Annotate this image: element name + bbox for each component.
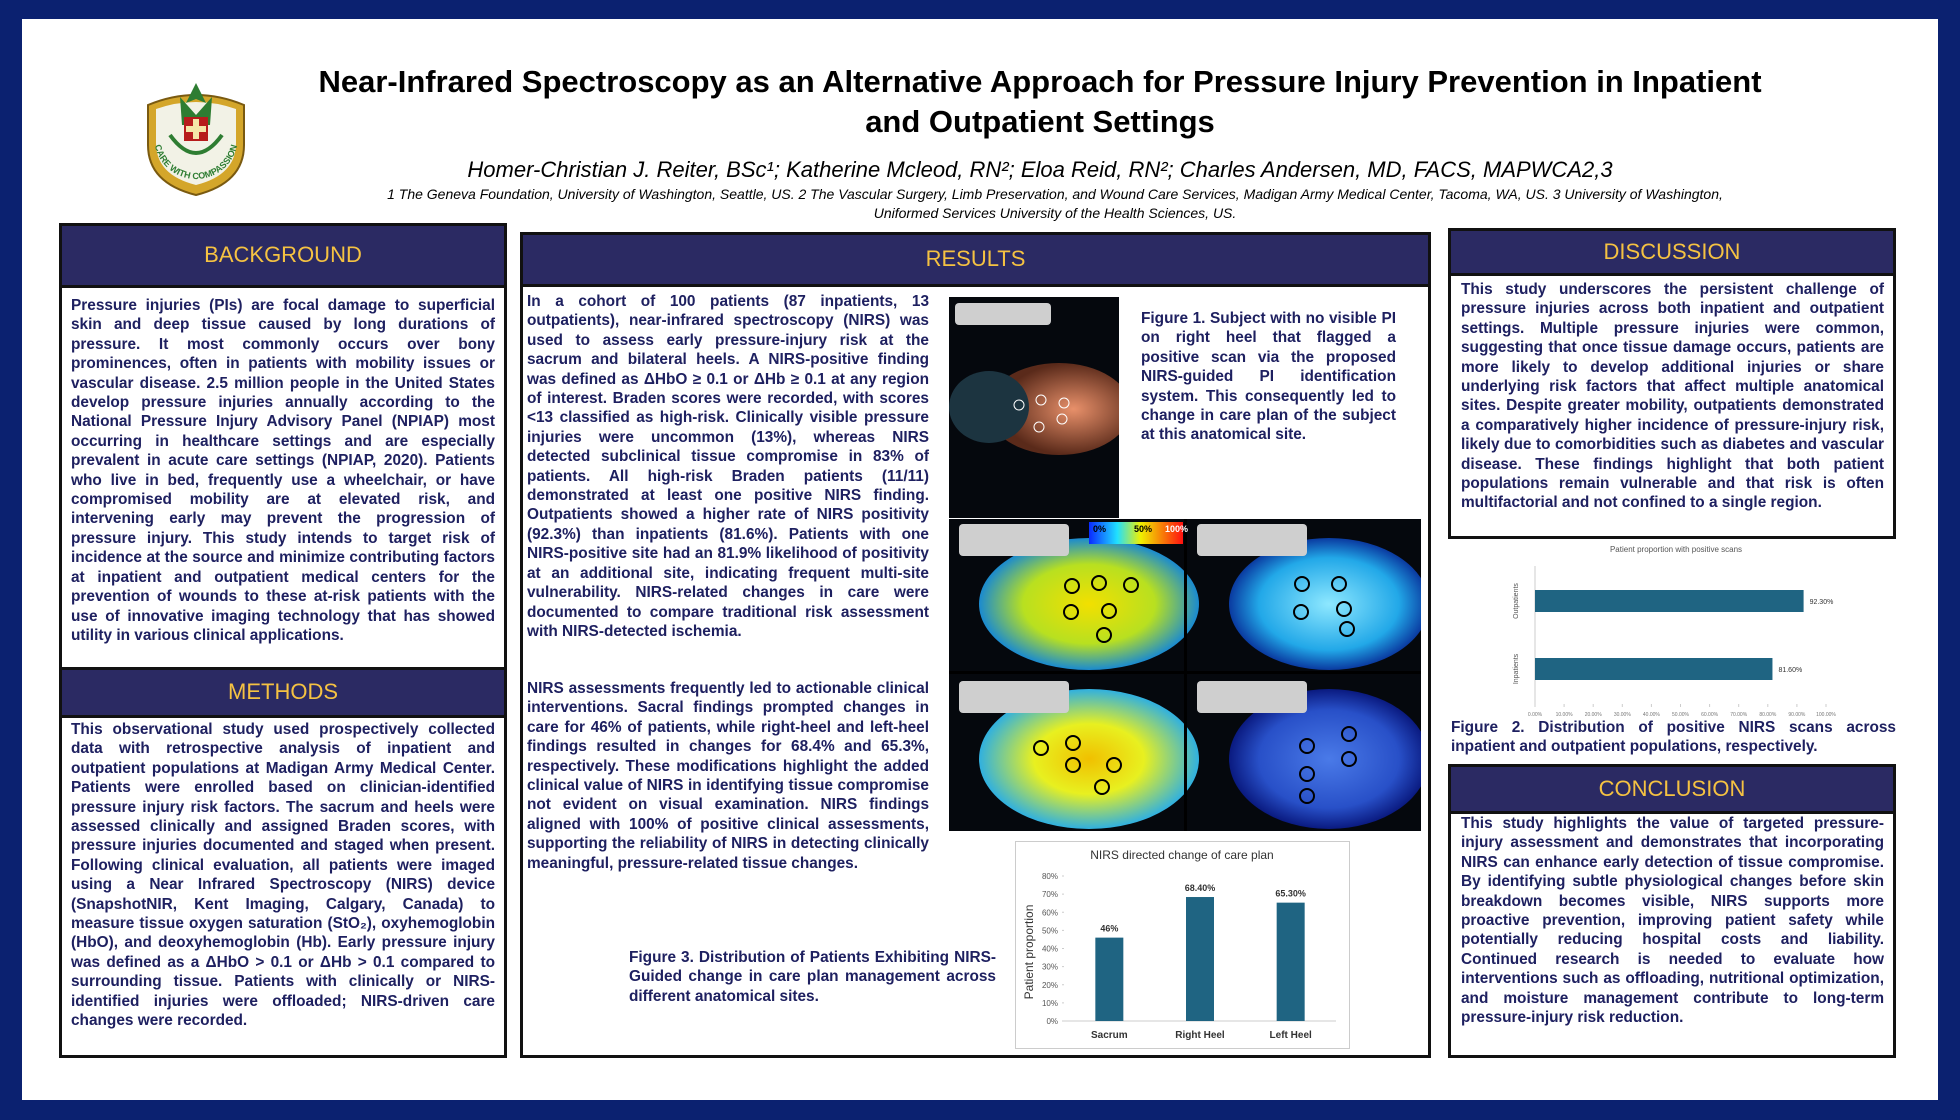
bar <box>1535 590 1804 612</box>
chart-title: Patient proportion with positive scans <box>1610 545 1742 554</box>
heatmap-scale-label: 100% <box>1165 524 1189 534</box>
section-heading: METHODS <box>62 670 504 718</box>
background-text: Pressure injuries (PIs) are focal damage… <box>71 297 495 644</box>
y-tick-label: 80% <box>1042 872 1058 881</box>
section-heading: RESULTS <box>523 235 1428 287</box>
discussion-section: DISCUSSION <box>1448 228 1896 539</box>
figure2-caption: Figure 2. Distribution of positive NIRS … <box>1451 719 1896 756</box>
figure1-photo <box>949 297 1119 518</box>
results-paragraph: NIRS assessments frequently led to actio… <box>527 680 929 872</box>
logo: CARE WITH COMPASSION <box>147 83 245 197</box>
y-tick-label: Outpatients <box>1513 583 1520 619</box>
x-tick-label: Left Heel <box>1270 1030 1312 1041</box>
bar <box>1276 902 1305 1021</box>
figure1-caption: Figure 1. Subject with no visible PI on … <box>1141 310 1396 444</box>
x-tick-label: 50.00% <box>1672 712 1690 718</box>
conclusion-text: This study highlights the value of targe… <box>1461 815 1884 1027</box>
authors: Homer-Christian J. Reiter, BSc¹; Katheri… <box>467 157 1613 182</box>
methods-section: METHODS <box>59 667 507 1058</box>
value-label: 46% <box>1100 924 1118 934</box>
chart-title: NIRS directed change of care plan <box>1090 848 1273 862</box>
conclusion-section: CONCLUSION <box>1448 764 1896 1058</box>
results-paragraph: In a cohort of 100 patients (87 inpatien… <box>527 293 929 640</box>
value-label: 65.30% <box>1275 889 1306 899</box>
value-label: 92.30% <box>1810 599 1834 606</box>
figure2-chart: Patient proportion with positive scans 0… <box>1513 545 1836 718</box>
x-tick-label: 10.00% <box>1556 712 1574 718</box>
x-tick-label: Sacrum <box>1091 1030 1128 1041</box>
y-tick-label: 40% <box>1042 945 1058 954</box>
y-tick-label: 50% <box>1042 926 1058 935</box>
x-tick-label: Right Heel <box>1175 1030 1225 1041</box>
y-tick-label: 0% <box>1046 1017 1058 1026</box>
bar <box>1186 897 1214 1021</box>
y-tick-label: 20% <box>1042 981 1058 990</box>
y-tick-label: 60% <box>1042 908 1058 917</box>
methods-text: This observational study used prospectiv… <box>71 721 495 1030</box>
x-tick-label: 20.00% <box>1585 712 1603 718</box>
heatmap-art <box>949 519 1421 831</box>
bar <box>1095 937 1124 1021</box>
y-tick-label: 30% <box>1042 963 1058 972</box>
y-tick-label: 10% <box>1042 999 1058 1008</box>
section-heading: DISCUSSION <box>1451 231 1893 276</box>
section-heading: BACKGROUND <box>62 226 504 288</box>
figure3-chart: NIRS directed change of care plan Patien… <box>1015 841 1350 1049</box>
bar <box>1535 658 1773 680</box>
x-tick-label: 0.00% <box>1528 712 1543 718</box>
heatmap-scale-label: 0% <box>1093 524 1107 534</box>
value-label: 81.60% <box>1778 667 1802 674</box>
x-tick-label: 90.00% <box>1788 712 1806 718</box>
discussion-text: This study underscores the persistent ch… <box>1461 281 1884 512</box>
x-tick-label: 60.00% <box>1701 712 1719 718</box>
x-tick-label: 100.00% <box>1816 712 1836 718</box>
photo-art <box>949 303 1119 455</box>
heatmap-panel <box>949 519 1421 831</box>
x-tick-label: 30.00% <box>1614 712 1632 718</box>
affiliations: 1 The Geneva Foundation, University of W… <box>387 186 1723 221</box>
y-tick-label: 70% <box>1042 890 1058 899</box>
y-tick-label: Inpatients <box>1513 653 1520 684</box>
heatmap-scale-label: 50% <box>1134 524 1153 534</box>
background-section: BACKGROUND <box>59 223 507 671</box>
figure3-caption: Figure 3. Distribution of Patients Exhib… <box>629 949 996 1005</box>
x-tick-label: 70.00% <box>1730 712 1748 718</box>
x-tick-label: 40.00% <box>1643 712 1661 718</box>
section-heading: CONCLUSION <box>1451 767 1893 814</box>
value-label: 68.40% <box>1185 883 1216 893</box>
x-tick-label: 80.00% <box>1759 712 1777 718</box>
poster-title: Near-Infrared Spectroscopy as an Alterna… <box>318 64 1762 139</box>
y-axis-label: Patient proportion <box>1022 905 1036 1000</box>
